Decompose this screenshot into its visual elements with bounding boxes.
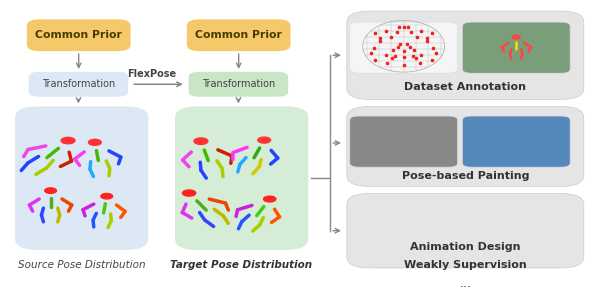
Circle shape xyxy=(263,196,276,202)
FancyBboxPatch shape xyxy=(350,22,458,73)
Text: Animation Design: Animation Design xyxy=(410,242,521,252)
Text: Common Prior: Common Prior xyxy=(35,30,122,40)
FancyBboxPatch shape xyxy=(347,11,584,99)
FancyBboxPatch shape xyxy=(350,116,458,167)
Circle shape xyxy=(45,188,56,193)
Circle shape xyxy=(512,35,520,39)
Text: Common Prior: Common Prior xyxy=(195,30,282,40)
Text: Target Pose Distribution: Target Pose Distribution xyxy=(170,260,313,270)
Text: ...: ... xyxy=(460,277,472,290)
Text: FlexPose: FlexPose xyxy=(127,69,176,79)
Circle shape xyxy=(194,138,208,144)
Text: Pose-based Painting: Pose-based Painting xyxy=(401,171,529,181)
Circle shape xyxy=(88,139,101,145)
FancyBboxPatch shape xyxy=(347,193,584,268)
Circle shape xyxy=(258,137,271,143)
FancyBboxPatch shape xyxy=(29,72,128,97)
FancyBboxPatch shape xyxy=(463,116,570,167)
FancyBboxPatch shape xyxy=(188,72,288,97)
Circle shape xyxy=(101,193,113,199)
Circle shape xyxy=(182,190,196,196)
Circle shape xyxy=(61,137,75,144)
FancyBboxPatch shape xyxy=(27,19,131,51)
FancyBboxPatch shape xyxy=(463,22,570,73)
Text: Weakly Supervision: Weakly Supervision xyxy=(404,260,527,270)
FancyBboxPatch shape xyxy=(347,106,584,186)
Text: Transformation: Transformation xyxy=(42,79,115,89)
Text: Dataset Annotation: Dataset Annotation xyxy=(404,82,526,92)
FancyBboxPatch shape xyxy=(175,106,308,250)
FancyBboxPatch shape xyxy=(187,19,290,51)
Text: Transformation: Transformation xyxy=(202,79,275,89)
Text: Source Pose Distribution: Source Pose Distribution xyxy=(17,260,145,270)
FancyBboxPatch shape xyxy=(15,106,148,250)
